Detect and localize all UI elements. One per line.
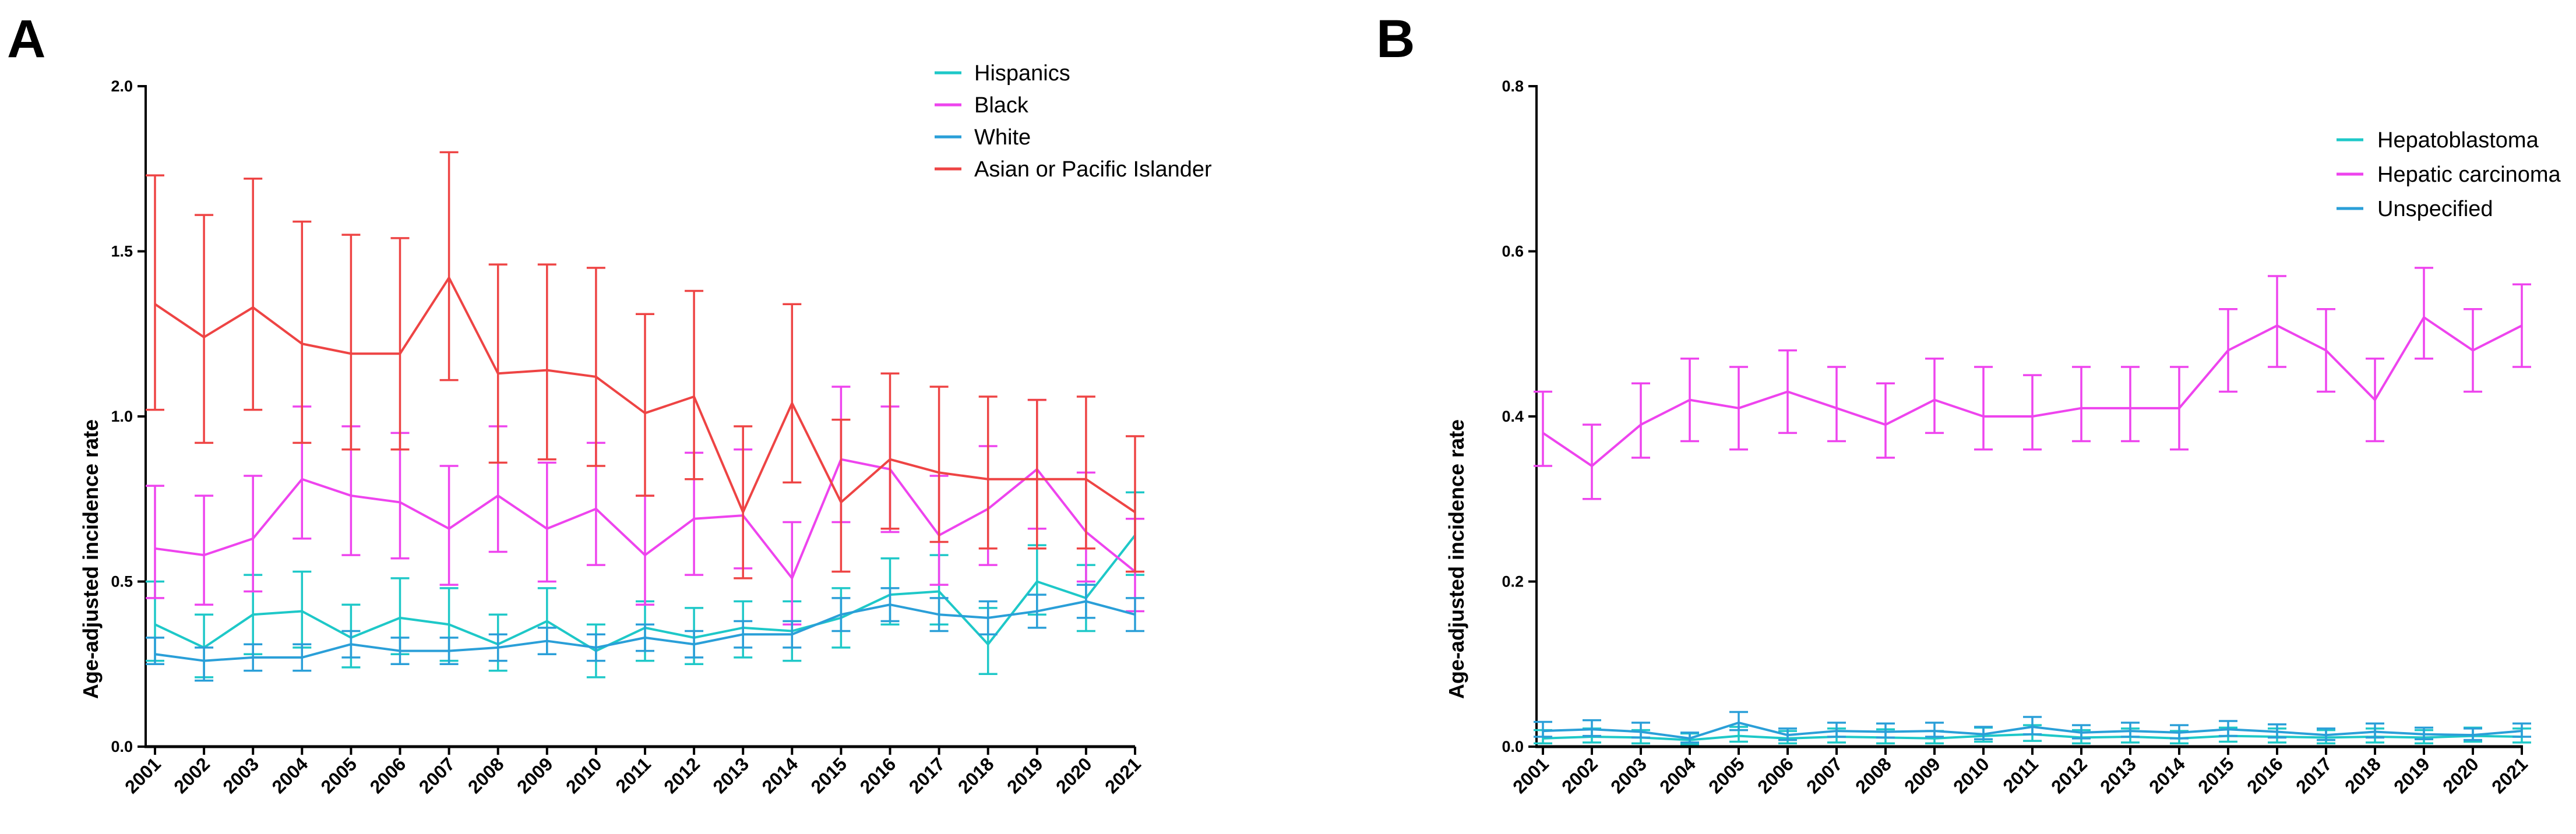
series-line	[1542, 721, 2522, 740]
x-tick-label: 2005	[317, 753, 361, 797]
x-tick-label: 2010	[562, 753, 606, 797]
x-tick-label: 2009	[513, 753, 557, 797]
x-tick-label: 2020	[1052, 753, 1096, 797]
x-tick-label: 2011	[1999, 753, 2042, 797]
x-tick-label: 2016	[856, 753, 900, 797]
x-tick-label: 2001	[1509, 753, 1553, 797]
x-tick-label: 2010	[1949, 753, 1993, 797]
y-tick-label: 0.0	[1502, 738, 1524, 755]
series-line	[1542, 316, 2522, 468]
x-tick-label: 2015	[807, 753, 851, 797]
x-tick-label: 2019	[2390, 753, 2434, 797]
y-tick-label: 1.0	[111, 408, 133, 425]
y-tick-label: 0.4	[1502, 408, 1524, 425]
x-tick-label: 2006	[366, 753, 410, 797]
y-tick-label: 2.0	[111, 77, 133, 95]
x-tick-label: 2021	[1101, 753, 1145, 797]
x-tick-label: 2008	[1851, 753, 1895, 797]
panel-b-letter: B	[1376, 9, 1415, 69]
x-tick-label: 2004	[1655, 753, 1700, 797]
panel-a-letter: A	[7, 9, 45, 69]
x-tick-label: 2017	[2292, 753, 2336, 797]
legend-label: White	[974, 125, 1031, 150]
y-tick-label: 0.8	[1502, 77, 1524, 95]
x-tick-label: 2012	[660, 753, 704, 797]
series-unspecified	[1534, 711, 2531, 744]
x-tick-label: 2003	[1606, 753, 1651, 797]
series-asian-or-pacific-islander	[146, 151, 1144, 579]
x-tick-label: 2013	[2096, 753, 2140, 797]
legend-label: Unspecified	[2377, 197, 2493, 221]
x-tick-label: 2015	[2194, 753, 2238, 797]
x-tick-label: 2004	[267, 753, 312, 797]
x-tick-label: 2017	[905, 753, 949, 797]
x-tick-label: 2007	[1802, 753, 1846, 797]
y-tick-label: 0.0	[111, 738, 133, 755]
x-tick-label: 2014	[2145, 753, 2189, 797]
panel-a: A Age-adjusted incidence rate 0.0 0.5 1.0 1…	[7, 9, 1212, 797]
x-tick-label: 2007	[415, 753, 459, 797]
x-tick-label: 2001	[121, 753, 165, 797]
x-tick-label: 2008	[464, 753, 508, 797]
x-tick-label: 2020	[2438, 753, 2483, 797]
series-line	[154, 458, 1136, 579]
x-tick-label: 2009	[1900, 753, 1944, 797]
x-tick-label: 2002	[170, 753, 214, 797]
y-tick-label: 0.6	[1502, 243, 1524, 260]
legend-label: Black	[974, 93, 1029, 118]
panel-a-legend: Hispanics Black White Asian or Pacific Isla…	[935, 61, 1212, 182]
y-tick-label: 0.5	[111, 573, 133, 591]
y-tick-label: 1.5	[111, 243, 133, 260]
series-line	[154, 276, 1136, 514]
panel-a-y-axis-label: Age-adjusted incidence rate	[79, 419, 103, 699]
panel-b-plot	[1534, 267, 2531, 745]
x-tick-label: 2016	[2243, 753, 2287, 797]
x-tick-label: 2018	[954, 753, 998, 797]
panel-b-legend: Hepatoblastoma Hepatic carcinoma Unspecifi…	[2337, 128, 2561, 221]
x-tick-label: 2005	[1704, 753, 1749, 797]
series-white	[146, 584, 1144, 682]
legend-label: Asian or Pacific Islander	[974, 157, 1212, 182]
x-tick-label: 2011	[611, 753, 655, 797]
x-tick-label: 2006	[1753, 753, 1798, 797]
legend-label: Hispanics	[974, 61, 1070, 86]
x-tick-label: 2002	[1557, 753, 1602, 797]
series-line	[154, 600, 1136, 662]
legend-label: Hepatoblastoma	[2377, 128, 2539, 153]
panel-b-y-axis-label: Age-adjusted incidence rate	[1444, 419, 1468, 699]
panel-b: B Age-adjusted incidence rate 0.0 0.2 0.4 0…	[1376, 9, 2561, 797]
x-tick-label: 2019	[1003, 753, 1047, 797]
x-tick-label: 2018	[2341, 753, 2385, 797]
x-tick-label: 2012	[2047, 753, 2091, 797]
legend-label: Hepatic carcinoma	[2377, 162, 2561, 187]
series-hepatic-carcinoma	[1534, 267, 2531, 500]
y-tick-label: 0.2	[1502, 573, 1524, 591]
x-tick-label: 2013	[709, 753, 753, 797]
x-tick-label: 2003	[219, 753, 263, 797]
x-tick-label: 2021	[2487, 753, 2532, 797]
x-tick-label: 2014	[757, 753, 802, 797]
panel-a-plot	[146, 151, 1144, 682]
